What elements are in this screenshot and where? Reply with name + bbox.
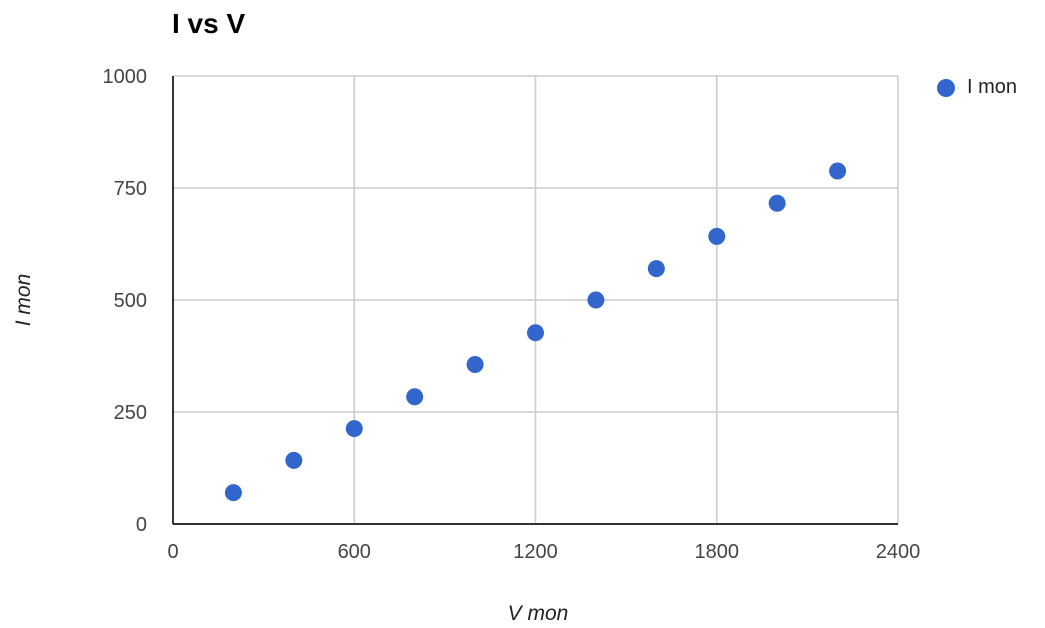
data-point (466, 356, 484, 374)
data-point (708, 227, 726, 245)
x-tick-label: 0 (167, 541, 178, 563)
x-axis-title: V mon (508, 602, 569, 625)
y-tick-label: 0 (136, 514, 147, 536)
data-point (829, 162, 847, 180)
data-point (768, 194, 786, 212)
data-point (527, 324, 544, 342)
x-tick-label: 1800 (695, 541, 740, 563)
y-tick-label: 750 (114, 178, 147, 200)
legend: I mon (937, 76, 1017, 99)
data-point (224, 484, 242, 502)
data-point (285, 451, 303, 469)
y-axis-title: I mon (12, 274, 35, 327)
y-tick-label: 500 (114, 290, 147, 312)
x-tick-labels: 0 600 1200 1800 2400 (167, 541, 920, 563)
data-point (647, 260, 665, 278)
chart-title: I vs V (172, 8, 246, 39)
data-point (406, 388, 424, 406)
data-point (345, 420, 363, 438)
x-tick-label: 1200 (513, 541, 558, 563)
axes (172, 76, 898, 525)
y-tick-label: 250 (114, 402, 147, 424)
legend-label: I mon (967, 76, 1018, 98)
gridlines (173, 75, 899, 524)
legend-marker-icon (937, 78, 955, 97)
x-tick-label: 2400 (876, 541, 921, 563)
data-point (587, 291, 605, 309)
x-tick-label: 600 (338, 541, 371, 563)
y-tick-labels: 0 250 500 750 1000 (103, 66, 148, 536)
data-points (224, 162, 847, 502)
y-tick-label: 1000 (103, 66, 148, 88)
